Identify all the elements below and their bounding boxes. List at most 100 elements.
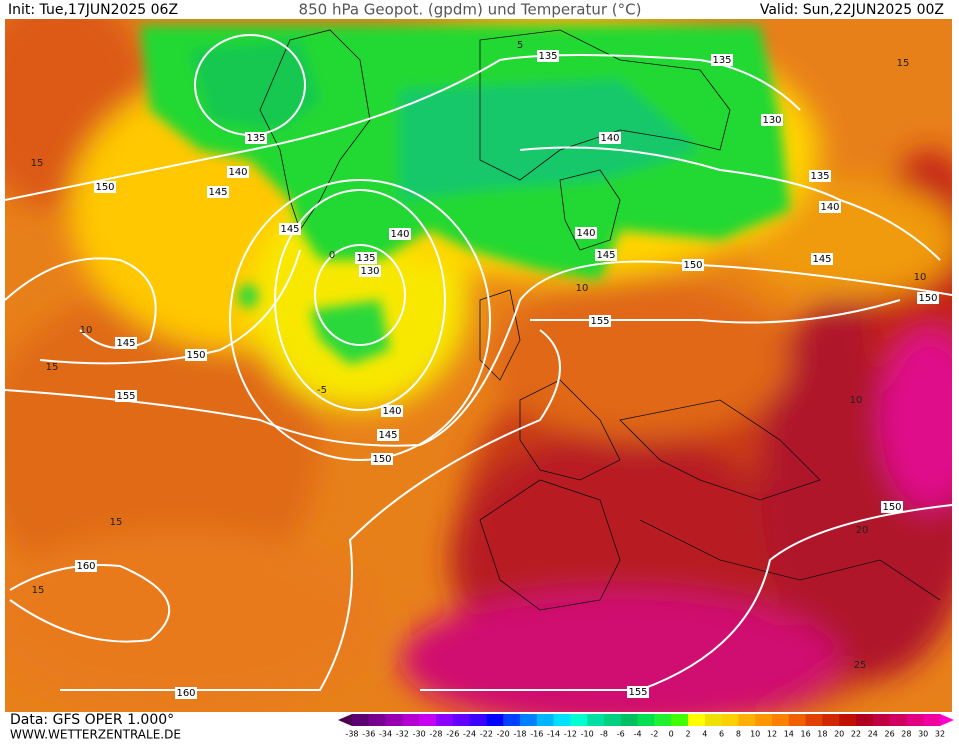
colorbar-segment: [385, 714, 403, 726]
geopotential-label: 135: [810, 171, 829, 182]
isotherm-label: 15: [31, 158, 44, 169]
colorbar-segment: [604, 714, 622, 726]
map-title: 850 hPa Geopot. (gpdm) und Temperatur (°…: [299, 1, 642, 19]
label-box: [595, 249, 617, 261]
colorbar-label: 2: [685, 730, 690, 739]
geopotential-label: 145: [116, 338, 135, 349]
colorbar-segment: [889, 714, 907, 726]
colorbar-label: 28: [901, 730, 911, 739]
isotherm-label: 15: [897, 58, 910, 69]
geopotential-label: 130: [360, 266, 379, 277]
colorbar-segment: [772, 714, 790, 726]
colorbar-arrow: [940, 714, 954, 726]
label-box: [355, 252, 377, 264]
geopotential-label: 150: [882, 502, 901, 513]
colorbar-segment: [805, 714, 823, 726]
geopotential-label: 130: [762, 115, 781, 126]
geopotential-label: 145: [280, 224, 299, 235]
colorbar-segment: [553, 714, 571, 726]
colorbar-segment: [788, 714, 807, 726]
colorbar-label: 6: [719, 730, 724, 739]
geopotential-label: 145: [596, 250, 615, 261]
colorbar-segment: [402, 714, 420, 726]
colorbar-label: 18: [817, 730, 827, 739]
geopotential-label: 135: [356, 253, 375, 264]
colorbar-segment: [839, 714, 857, 726]
label-box: [682, 259, 704, 271]
colorbar-segment: [419, 714, 437, 726]
colorbar-segment: [704, 714, 723, 726]
geopotential-label: 135: [712, 55, 731, 66]
isotherm-label: 10: [80, 325, 93, 336]
colorbar-segment: [520, 714, 538, 726]
geopotential-label: 135: [538, 51, 557, 62]
colorbar-segment: [436, 714, 454, 726]
colorbar-label: 24: [868, 730, 878, 739]
colorbar-label: 26: [885, 730, 895, 739]
isotherm-label: 5: [517, 40, 523, 51]
label-box: [245, 132, 267, 144]
label-box: [819, 201, 841, 213]
label-box: [279, 223, 301, 235]
label-box: [389, 228, 411, 240]
geopotential-contours: [5, 34, 952, 691]
colorbar-segment: [536, 714, 555, 726]
label-box: [761, 114, 783, 126]
geopotential-label: 155: [628, 687, 647, 698]
temperature-field: [5, 19, 952, 712]
geopotential-label: 140: [390, 229, 409, 240]
colorbar-segment: [872, 714, 891, 726]
geopotential-label: 140: [382, 406, 401, 417]
geopotential-label: 135: [246, 133, 265, 144]
valid-time: Valid: Sun,22JUN2025 00Z: [760, 2, 944, 18]
contour-labels: 135 135 130 135 140 145 150 150 140 135 140 150 145 1…: [31, 40, 939, 699]
colorbar-label: -20: [497, 730, 510, 739]
colorbar-label: -30: [413, 730, 426, 739]
label-box: [377, 429, 399, 441]
label-box: [537, 50, 559, 62]
colorbar-segment: [352, 714, 370, 726]
colorbar-segment: [654, 714, 672, 726]
colorbar-label: 4: [702, 730, 707, 739]
isotherm-label: 25: [854, 660, 867, 671]
geopotential-label: 145: [812, 254, 831, 265]
label-box: [115, 337, 137, 349]
geopotential-label: 140: [228, 167, 247, 178]
data-source: Data: GFS OPER 1.000°: [10, 712, 174, 728]
colorbar-label: -2: [650, 730, 658, 739]
colorbar-segment: [486, 714, 504, 726]
isotherm-label: 10: [850, 395, 863, 406]
colorbar-label: 14: [784, 730, 794, 739]
colorbar-label: 8: [736, 730, 741, 739]
colorbar-segment: [738, 714, 756, 726]
colorbar-label: 32: [935, 730, 945, 739]
colorbar-segment: [822, 714, 840, 726]
label-box: [917, 292, 939, 304]
geopotential-label: 160: [176, 688, 195, 699]
label-box: [809, 170, 831, 182]
colorbar-label: 12: [767, 730, 777, 739]
label-box: [94, 181, 116, 193]
colorbar-segment: [469, 714, 487, 726]
colorbar-label: -6: [617, 730, 625, 739]
colorbar-segment: [452, 714, 471, 726]
geopotential-label: 150: [683, 260, 702, 271]
geopotential-label: 155: [116, 391, 135, 402]
geopotential-label: 150: [186, 350, 205, 361]
label-box: [175, 687, 197, 699]
isotherm-label: 15: [46, 362, 59, 373]
colorbar-label: -38: [345, 730, 358, 739]
colorbar-segment: [620, 714, 639, 726]
label-box: [227, 166, 249, 178]
colorbar: -38 -36 -34 -32 -30 -28 -26 -24 -22 -20 -18 -16 -14-…: [338, 714, 954, 739]
label-box: [207, 186, 229, 198]
colorbar-label: 22: [851, 730, 861, 739]
colorbar-label: -26: [446, 730, 459, 739]
colorbar-label: -34: [379, 730, 392, 739]
geopotential-label: 160: [76, 561, 95, 572]
colorbar-arrow: [338, 714, 352, 726]
colorbar-segment: [587, 714, 605, 726]
init-time: Init: Tue,17JUN2025 06Z: [8, 2, 178, 18]
colorbar-label: -16: [530, 730, 543, 739]
